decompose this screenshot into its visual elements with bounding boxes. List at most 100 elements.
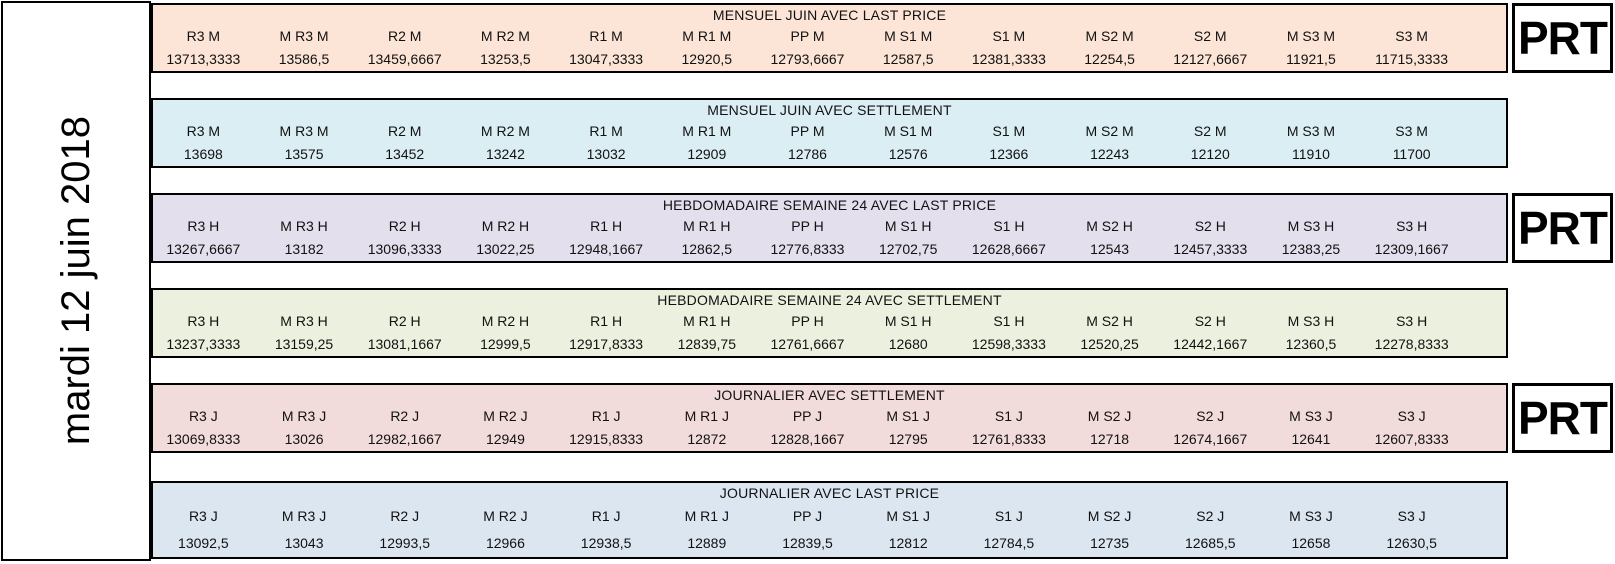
value-cell[interactable]: 12598,3333 (971, 336, 1046, 353)
header-cell[interactable]: R2 J (390, 407, 420, 424)
header-cell[interactable]: M R2 M (480, 27, 530, 44)
header-cell[interactable]: S2 J (1196, 507, 1225, 524)
header-cell[interactable]: M S1 J (886, 407, 930, 424)
value-cell[interactable]: 12909 (687, 146, 727, 163)
value-cell[interactable]: 12917,8333 (569, 336, 644, 353)
header-cell[interactable]: S1 M (992, 27, 1026, 44)
header-cell[interactable]: M S2 H (1086, 217, 1133, 234)
value-cell[interactable]: 12702,75 (878, 241, 938, 258)
value-cell[interactable]: 12828,1667 (770, 431, 845, 448)
header-cell[interactable]: M R1 H (683, 217, 731, 234)
header-cell[interactable]: M R1 M (682, 122, 732, 139)
value-cell[interactable]: 13586,5 (278, 51, 330, 68)
prt-button[interactable]: PRT (1512, 193, 1613, 263)
band-title[interactable]: HEBDOMADAIRE SEMAINE 24 AVEC LAST PRICE (662, 196, 997, 213)
value-cell[interactable]: 12949 (485, 431, 525, 448)
band-title[interactable]: MENSUEL JUIN AVEC LAST PRICE (712, 6, 947, 23)
band-title[interactable]: MENSUEL JUIN AVEC SETTLEMENT (707, 101, 952, 118)
value-cell[interactable]: 12630,5 (1386, 535, 1437, 552)
value-cell[interactable]: 12628,6667 (971, 241, 1046, 258)
header-cell[interactable]: R3 M (186, 122, 221, 139)
value-cell[interactable]: 12383,25 (1281, 241, 1341, 258)
header-cell[interactable]: R2 J (390, 507, 420, 524)
value-cell[interactable]: 13182 (284, 241, 324, 258)
header-cell[interactable]: S2 M (1193, 27, 1227, 44)
value-cell[interactable]: 12520,25 (1080, 336, 1139, 353)
value-cell[interactable]: 13713,3333 (166, 51, 241, 68)
value-cell[interactable]: 13575 (284, 146, 324, 163)
value-cell[interactable]: 11700 (1392, 146, 1431, 163)
value-cell[interactable]: 12795 (888, 431, 928, 448)
header-cell[interactable]: S2 H (1194, 217, 1226, 234)
date-cell[interactable]: mardi 12 juin 2018 (1, 1, 151, 561)
header-cell[interactable]: R3 J (188, 507, 218, 524)
band-title[interactable]: HEBDOMADAIRE SEMAINE 24 AVEC SETTLEMENT (657, 291, 1002, 308)
header-cell[interactable]: R1 J (591, 407, 621, 424)
value-cell[interactable]: 12278,8333 (1374, 336, 1449, 353)
value-cell[interactable]: 12839,5 (782, 535, 833, 552)
value-cell[interactable]: 13698 (183, 146, 223, 163)
header-cell[interactable]: M S3 H (1287, 217, 1335, 234)
value-cell[interactable]: 12999,5 (480, 336, 531, 353)
header-cell[interactable]: S3 J (1397, 507, 1426, 524)
value-cell[interactable]: 12607,8333 (1374, 431, 1449, 448)
value-cell[interactable]: 12685,5 (1184, 535, 1236, 552)
header-cell[interactable]: PP J (792, 407, 823, 424)
value-cell[interactable]: 13047,3333 (569, 51, 644, 68)
header-cell[interactable]: M S1 H (884, 312, 932, 329)
header-cell[interactable]: M R2 J (483, 507, 528, 524)
header-cell[interactable]: M R2 H (481, 312, 530, 329)
header-cell[interactable]: M S2 J (1087, 407, 1132, 424)
value-cell[interactable]: 13159,25 (274, 336, 334, 353)
value-cell[interactable]: 12243 (1090, 146, 1130, 163)
value-cell[interactable]: 11715,3333 (1375, 51, 1449, 68)
header-cell[interactable]: M R3 M (279, 122, 329, 139)
value-cell[interactable]: 11910 (1292, 146, 1330, 163)
value-cell[interactable]: 13081,1667 (367, 336, 442, 353)
header-cell[interactable]: R3 J (188, 407, 218, 424)
value-cell[interactable]: 12543 (1090, 241, 1130, 258)
header-cell[interactable]: S2 J (1196, 407, 1225, 424)
value-cell[interactable]: 12812 (888, 535, 928, 552)
value-cell[interactable]: 12254,5 (1084, 51, 1135, 68)
value-cell[interactable]: 13069,8333 (166, 431, 241, 448)
header-cell[interactable]: M S3 H (1287, 312, 1335, 329)
value-cell[interactable]: 13022,25 (476, 241, 535, 258)
band-title[interactable]: JOURNALIER AVEC LAST PRICE (719, 484, 940, 501)
value-cell[interactable]: 12309,1667 (1374, 241, 1449, 258)
value-cell[interactable]: 12735 (1090, 535, 1130, 552)
value-cell[interactable]: 12366 (989, 146, 1029, 163)
header-cell[interactable]: M S2 M (1085, 122, 1134, 139)
value-cell[interactable]: 12442,1667 (1173, 336, 1248, 353)
prt-button[interactable]: PRT (1512, 3, 1613, 73)
value-cell[interactable]: 12862,5 (681, 241, 733, 258)
header-cell[interactable]: S3 H (1396, 217, 1428, 234)
value-cell[interactable]: 13096,3333 (367, 241, 442, 258)
value-cell[interactable]: 13452 (385, 146, 425, 163)
header-cell[interactable]: PP J (792, 507, 823, 524)
header-cell[interactable]: S3 M (1395, 27, 1428, 44)
value-cell[interactable]: 12718 (1090, 431, 1130, 448)
band-title[interactable]: JOURNALIER AVEC SETTLEMENT (714, 386, 945, 403)
header-cell[interactable]: M S1 J (886, 507, 930, 524)
value-cell[interactable]: 12576 (888, 146, 928, 163)
header-cell[interactable]: M R1 J (684, 407, 729, 424)
header-cell[interactable]: R3 M (186, 27, 221, 44)
value-cell[interactable]: 12776,8333 (770, 241, 845, 258)
header-cell[interactable]: R3 H (187, 312, 220, 329)
header-cell[interactable]: S1 H (993, 312, 1025, 329)
value-cell[interactable]: 12587,5 (882, 51, 934, 68)
header-cell[interactable]: S3 M (1395, 122, 1428, 139)
header-cell[interactable]: M S1 M (884, 122, 933, 139)
header-cell[interactable]: M R3 H (280, 217, 328, 234)
header-cell[interactable]: PP H (791, 312, 824, 329)
value-cell[interactable]: 12120 (1190, 146, 1230, 163)
value-cell[interactable]: 12993,5 (379, 535, 431, 552)
header-cell[interactable]: M S3 J (1289, 507, 1333, 524)
header-cell[interactable]: M R3 M (279, 27, 329, 44)
value-cell[interactable]: 12784,5 (983, 535, 1035, 552)
header-cell[interactable]: PP M (790, 27, 825, 44)
header-cell[interactable]: R1 H (590, 217, 623, 234)
value-cell[interactable]: 12889 (687, 535, 727, 552)
value-cell[interactable]: 12982,1667 (367, 431, 442, 448)
